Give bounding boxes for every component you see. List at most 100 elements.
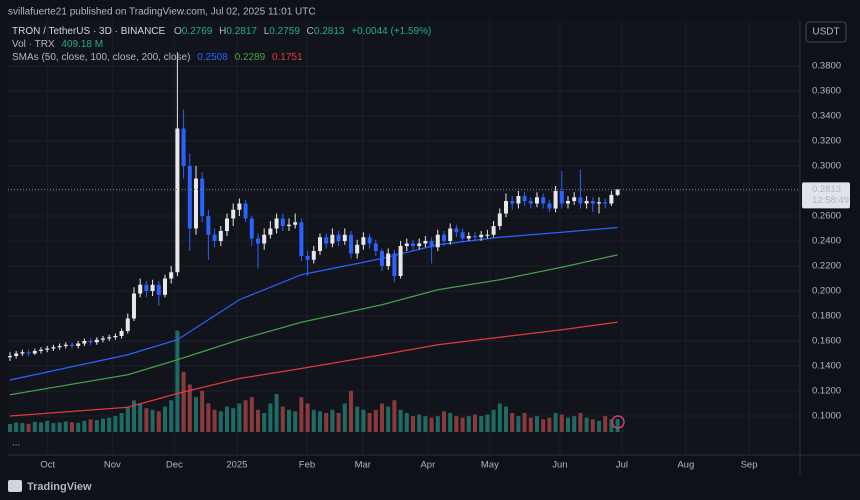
volume-bar bbox=[441, 411, 446, 432]
candle-body bbox=[88, 341, 93, 343]
publish-info: svillafuerte21 published on TradingView.… bbox=[8, 7, 316, 18]
volume-bar bbox=[311, 409, 316, 432]
y-tick-label: 0.2000 bbox=[812, 286, 841, 297]
volume-bar bbox=[510, 412, 515, 432]
candle-body bbox=[423, 241, 428, 244]
candle-body bbox=[212, 234, 217, 241]
candle-body bbox=[20, 352, 25, 354]
open-value: 0.2769 bbox=[182, 26, 213, 37]
volume-bar bbox=[361, 409, 366, 432]
volume-bar bbox=[547, 417, 552, 432]
candle-body bbox=[255, 238, 260, 244]
volume-bar bbox=[330, 409, 335, 432]
candle-body bbox=[479, 234, 484, 238]
volume-bar bbox=[559, 414, 564, 432]
volume-bar bbox=[162, 406, 167, 432]
volume-bar bbox=[317, 411, 322, 432]
legend-volume: Vol · TRX 409.18 M bbox=[12, 39, 103, 50]
more-indicator[interactable]: ... bbox=[12, 438, 20, 449]
volume-bar bbox=[237, 403, 242, 432]
volume-bar bbox=[38, 422, 43, 432]
volume-bar bbox=[45, 420, 50, 432]
candle-body bbox=[472, 236, 477, 238]
candle-body bbox=[497, 213, 502, 226]
y-tick-label: 0.2400 bbox=[812, 236, 841, 247]
candle-body bbox=[615, 189, 620, 195]
symbol: TRON / TetherUS · 3D · BINANCE bbox=[12, 26, 166, 37]
tv-logo bbox=[8, 480, 22, 492]
candle-body bbox=[94, 339, 99, 343]
candle-body bbox=[69, 344, 74, 346]
volume-bar bbox=[553, 412, 558, 432]
candle-body bbox=[596, 202, 601, 204]
candle-body bbox=[361, 237, 366, 245]
candle-body bbox=[119, 331, 124, 336]
sma-layer bbox=[9, 226, 618, 417]
volume-bar bbox=[193, 397, 198, 432]
volume-bar bbox=[590, 419, 595, 432]
sma-line bbox=[9, 254, 618, 396]
volume-bar bbox=[286, 409, 291, 432]
volume-bar bbox=[417, 414, 422, 432]
candle-body bbox=[578, 197, 583, 204]
volume-bar bbox=[503, 406, 508, 432]
candle-body bbox=[311, 251, 316, 260]
candle-body bbox=[274, 218, 279, 229]
x-tick-label: Mar bbox=[355, 460, 371, 471]
volume-bar bbox=[274, 393, 279, 432]
candle-body bbox=[541, 197, 546, 204]
volume-bar bbox=[336, 412, 341, 432]
high-prefix: H bbox=[219, 26, 226, 37]
candle-body bbox=[187, 166, 192, 229]
volume-bar bbox=[57, 422, 62, 432]
price-tag-value: 0.2813 bbox=[812, 184, 841, 195]
candle-body bbox=[398, 246, 403, 276]
candle-body bbox=[441, 234, 446, 241]
candle-body bbox=[45, 348, 50, 350]
candle-body bbox=[404, 243, 409, 246]
chart-pane bbox=[8, 20, 800, 455]
sma50-value: 0.2508 bbox=[197, 52, 228, 63]
open-prefix: O bbox=[174, 26, 182, 37]
volume-bar bbox=[448, 412, 453, 432]
volume-bar bbox=[255, 409, 260, 432]
candle-body bbox=[32, 351, 37, 354]
event-icon[interactable] bbox=[611, 415, 625, 429]
y-tick-label: 0.1800 bbox=[812, 311, 841, 322]
candle-body bbox=[503, 201, 508, 214]
candle-body bbox=[156, 284, 161, 295]
candle-body bbox=[460, 232, 465, 239]
x-tick-label: 2025 bbox=[226, 460, 247, 471]
candle-body bbox=[590, 201, 595, 204]
y-tick-label: 0.1400 bbox=[812, 361, 841, 372]
volume-bar bbox=[94, 419, 99, 432]
volume-bar bbox=[150, 409, 155, 432]
candle-body bbox=[150, 284, 155, 291]
volume-bar bbox=[224, 406, 229, 432]
sma-line bbox=[9, 321, 618, 417]
candle-body bbox=[162, 278, 167, 295]
candle-body bbox=[144, 284, 149, 291]
candle-body bbox=[330, 234, 335, 244]
volume-bar bbox=[200, 390, 205, 432]
y-tick-label: 0.3000 bbox=[812, 161, 841, 172]
x-tick-label: Jul bbox=[616, 460, 628, 471]
candle-body bbox=[448, 228, 453, 241]
candle-body bbox=[125, 318, 130, 331]
candle-body bbox=[26, 352, 31, 354]
y-tick-label: 0.3800 bbox=[812, 61, 841, 72]
volume-bar bbox=[262, 412, 267, 432]
candle-body bbox=[237, 203, 242, 210]
volume-bar bbox=[609, 419, 614, 432]
volume-bar bbox=[342, 403, 347, 432]
volume-bar bbox=[429, 417, 434, 432]
sma200-value: 0.1751 bbox=[272, 52, 303, 63]
y-tick-label: 0.3200 bbox=[812, 136, 841, 147]
volume-bar bbox=[69, 422, 74, 432]
volume-bar bbox=[131, 400, 136, 432]
volume-bar bbox=[410, 416, 415, 432]
volume-bar bbox=[32, 421, 37, 432]
currency-button[interactable] bbox=[805, 21, 847, 43]
candle-body bbox=[491, 226, 496, 235]
y-tick-label: 0.1000 bbox=[812, 411, 841, 422]
